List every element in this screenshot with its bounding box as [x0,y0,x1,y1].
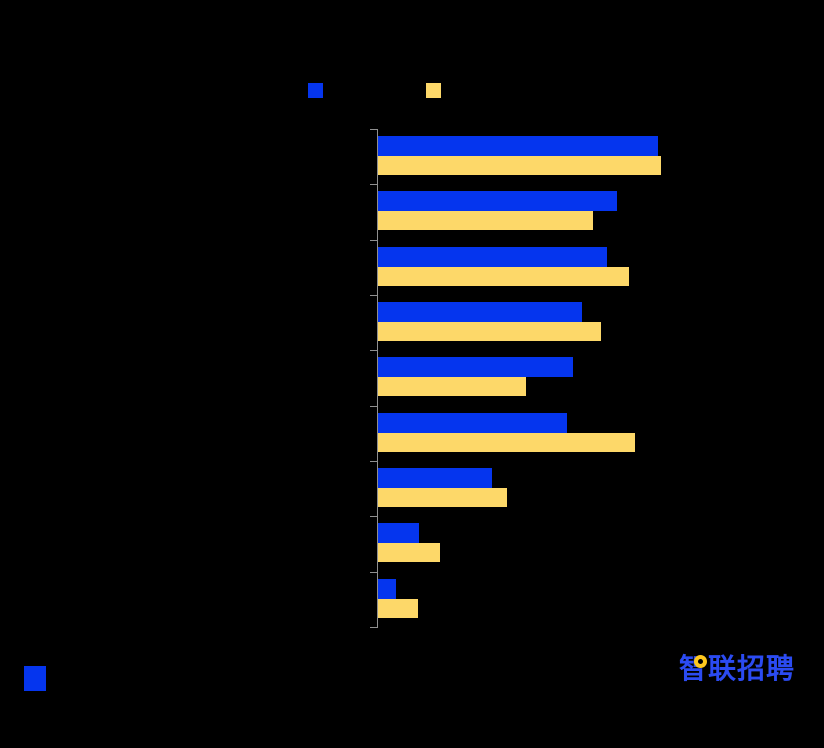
axis-tick [370,350,377,351]
axis-tick [370,129,377,130]
axis-tick [370,295,377,296]
legend-swatch-blue-icon [308,83,323,98]
bar-blue-row3 [378,247,607,267]
bar-blue-row7 [378,468,492,488]
bar-blue-row9 [378,579,396,599]
axis-tick [370,240,377,241]
bar-blue-row6 [378,413,567,433]
bar-blue-row1 [378,136,658,156]
y-axis-line [377,129,378,628]
axis-tick [370,461,377,462]
bar-yellow-row7 [378,488,507,507]
axis-tick [370,406,377,407]
bar-blue-row4 [378,302,582,322]
zhaopin-logo: 智联招聘 [679,652,809,688]
zhaopin-logo-dot-icon [694,655,707,668]
axis-tick [370,184,377,185]
axis-tick [370,572,377,573]
bar-blue-row5 [378,357,573,377]
bar-blue-row8 [378,523,419,543]
source-note-bullet [24,666,46,691]
legend-swatch-yellow-icon [426,83,441,98]
bar-blue-row2 [378,191,617,211]
bar-yellow-row6 [378,433,635,452]
bar-yellow-row1 [378,156,661,175]
bar-yellow-row2 [378,211,593,230]
bar-yellow-row8 [378,543,440,562]
axis-tick [370,627,377,628]
bar-yellow-row3 [378,267,629,286]
axis-tick [370,516,377,517]
bar-chart-plot [370,129,823,629]
bar-yellow-row9 [378,599,418,618]
bar-yellow-row5 [378,377,526,396]
bar-yellow-row4 [378,322,601,341]
